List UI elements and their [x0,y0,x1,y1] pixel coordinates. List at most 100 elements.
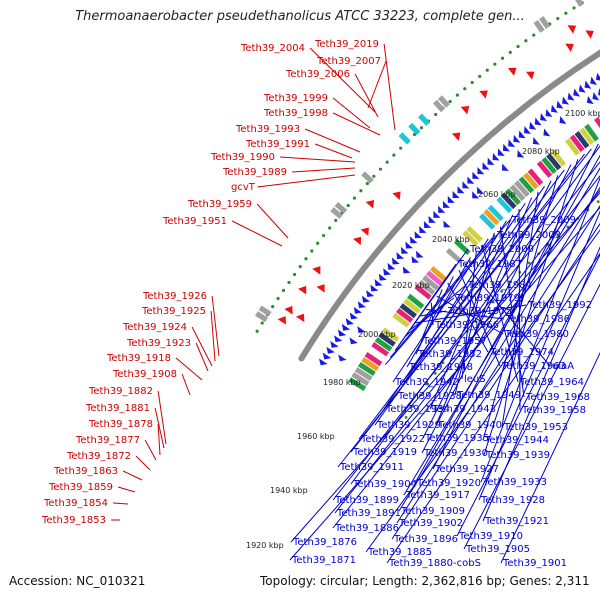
cog-block [594,116,600,129]
leader-line [117,486,136,493]
cog-block [399,303,417,319]
leader-line [420,310,447,317]
reverse-gene-arrow [433,210,441,218]
leader-line [367,60,387,109]
leader-line [454,232,495,396]
gene-label-right: Teth39_1980 [504,329,569,340]
kbp-tick-label: 2080 kbp [522,147,560,156]
left-leader-lines [111,43,396,521]
reverse-gene-arrow [322,352,332,360]
cog-block [432,99,445,113]
leader-line [175,357,203,381]
leader-line [181,373,191,396]
cog-block [361,171,374,184]
cog-block [426,270,444,287]
gene-label-right: Teth39_1927 [434,464,499,475]
gene-label-left: Teth39_2004 [240,43,305,54]
gc-dot [411,404,415,408]
cog-block [527,168,544,186]
reverse-gene-arrow [452,190,460,199]
kbp-tick-label: 2060 kbp [478,190,516,199]
reverse-gene-arrow [467,176,475,184]
reverse-gene-arrow [428,215,436,223]
cog-block [518,176,535,194]
gene-label-right: Teth39_1944 [484,435,549,446]
gene-label-right: Teth39_1964 [519,377,584,388]
cog-block [514,180,530,198]
forward-gene-arrow [507,67,517,76]
forward-gene-arrow [352,236,362,246]
gc-dot [385,160,389,164]
reverse-gene-arrow [556,100,564,109]
leader-line [256,203,289,239]
gc-dot [310,249,314,253]
forward-gene-arrow [284,305,293,315]
gc-dot [399,146,403,150]
reverse-gene-arrow [584,80,592,89]
gc-dot [334,218,338,222]
kbp-tick-label: 2020 kbp [392,281,430,290]
leader-line [144,439,157,461]
forward-gene-arrow [479,90,488,99]
forward-gene-arrow [460,106,470,115]
cog-block [575,0,584,7]
gene-label-right: Teth39_2000 [469,244,534,255]
cog-color-blocks [255,0,600,392]
gc-dot [372,174,376,178]
gene-label-left: gcvT [231,182,256,193]
right-leader-lines [289,143,600,564]
reverse-gene-arrow [357,326,366,333]
cog-block [483,209,500,226]
gene-label-right: Teth39_1935 [424,433,489,444]
kbp-tick-label: 1960 kbp [297,432,335,441]
gc-dot [508,50,512,54]
gene-label-left: Teth39_1853 [41,515,106,526]
reverse-gene-arrow [551,104,558,113]
reverse-gene-arrow [362,295,371,303]
reverse-strand-genes [319,72,600,366]
reverse-gene-arrow [477,186,485,194]
cog-block [539,16,551,30]
gene-label-right: Teth39_1948 [408,362,473,373]
gene-label-right: Teth39_1901 [502,558,567,569]
cog-block [574,131,590,149]
gene-label-left: Teth39_1854 [43,498,108,509]
reverse-gene-arrow [383,268,392,276]
gc-dot [316,241,320,245]
leader-line [211,295,220,357]
reverse-gene-arrow [419,226,427,234]
gene-label-right: Teth39_1902 [398,518,463,529]
reverse-gene-arrow [529,121,537,130]
cog-block [564,138,580,156]
reverse-gene-arrow [387,262,396,270]
cog-block [569,134,585,153]
gene-label-right: Teth39_1938 [397,391,462,402]
cog-block [579,127,595,145]
reverse-gene-arrow [338,354,347,362]
leader-line [365,229,600,553]
reverse-gene-arrow [472,191,480,199]
gene-label-right: Teth39_1975 [447,306,512,317]
gene-label-left: Teth39_1991 [245,139,310,150]
leader-line [332,112,381,136]
cog-block [429,265,447,282]
leader-line [154,407,165,449]
reverse-gene-arrow [592,92,600,101]
leader-line [309,47,376,113]
reverse-gene-arrow [532,136,540,145]
gene-label-right: Teth39_1952 [417,349,482,360]
gene-label-left: Teth39_2007 [316,56,381,67]
leader-line [464,263,551,367]
leader-line [391,222,600,540]
gc-dot [322,233,326,238]
leader-line [290,191,600,543]
gc-dot [434,112,438,117]
forward-gene-arrow [392,191,401,200]
reverse-gene-arrow [497,148,505,156]
gc-dot [500,56,505,60]
gene-label-right: Teth39_1934 [385,404,450,415]
gene-label-right: Teth39_2003 [496,230,561,241]
forward-gene-arrow [526,71,535,80]
gene-label-right: Teth39_1917 [405,490,470,501]
gc-dot [352,196,357,200]
